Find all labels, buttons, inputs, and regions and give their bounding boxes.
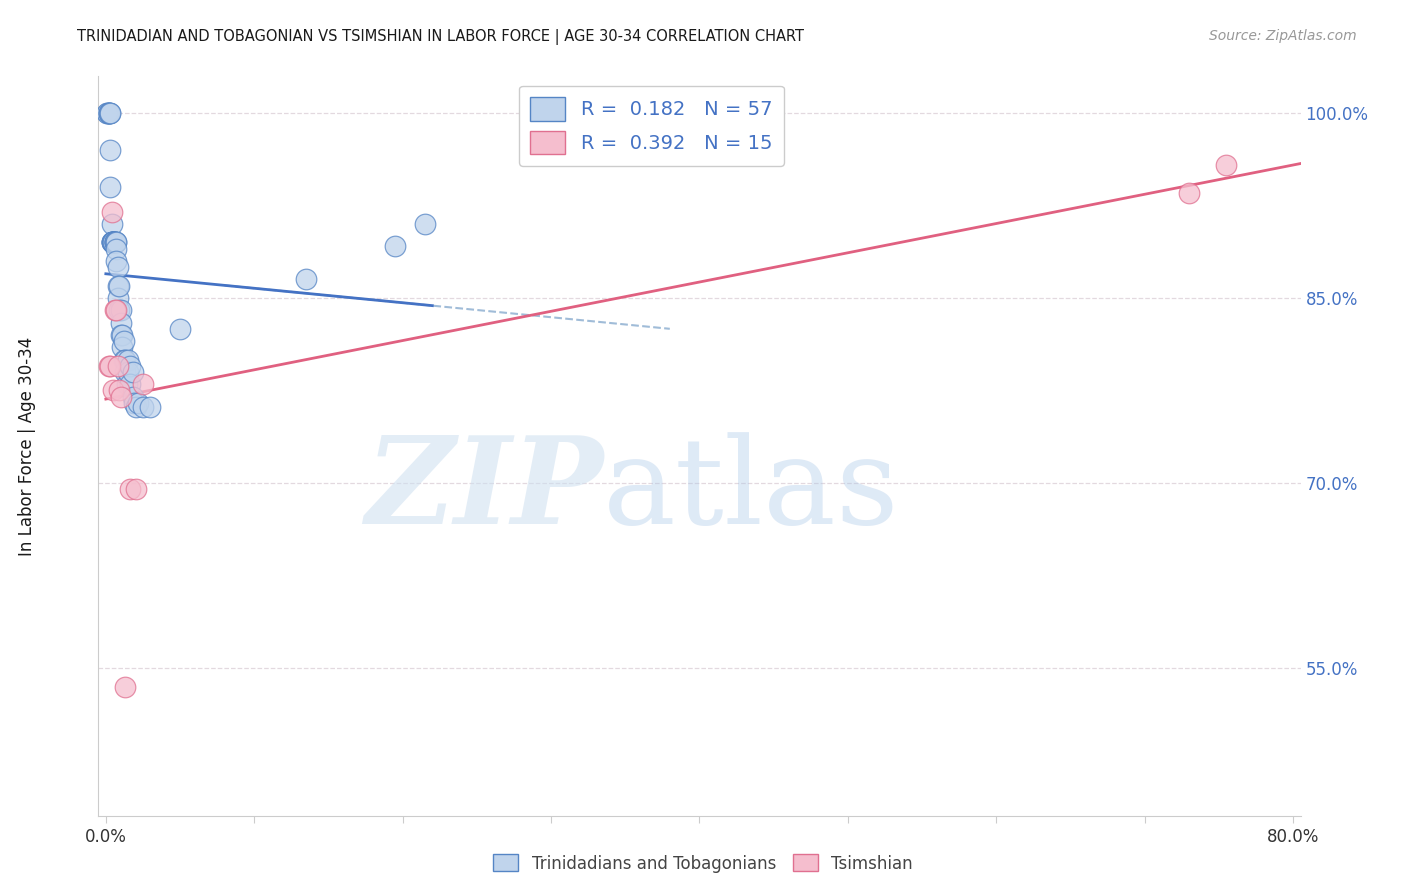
Point — [105, 235, 128, 250]
Point — [96, 105, 118, 120]
Point — [139, 400, 162, 414]
Point — [111, 328, 134, 343]
Point — [112, 334, 135, 348]
Point — [101, 217, 124, 231]
Point — [103, 235, 125, 250]
Point — [108, 303, 131, 318]
Point — [384, 239, 406, 253]
Point — [114, 352, 136, 367]
Point — [101, 235, 124, 250]
Text: ZIP: ZIP — [366, 431, 603, 549]
Point — [97, 105, 120, 120]
Point — [105, 235, 128, 250]
Point — [128, 396, 150, 410]
Point — [107, 260, 129, 274]
Point — [117, 365, 139, 379]
Point — [118, 482, 141, 496]
Point — [101, 235, 124, 250]
Legend: Trinidadians and Tobagonians, Tsimshian: Trinidadians and Tobagonians, Tsimshian — [486, 847, 920, 880]
Y-axis label: In Labor Force | Age 30-34: In Labor Force | Age 30-34 — [18, 336, 37, 556]
Point — [98, 105, 121, 120]
Point — [103, 235, 125, 250]
Point — [110, 303, 132, 318]
Point — [169, 322, 191, 336]
Point — [295, 272, 318, 286]
Point — [124, 400, 146, 414]
Point — [108, 278, 131, 293]
Point — [104, 235, 127, 250]
Point — [117, 352, 139, 367]
Point — [96, 105, 118, 120]
Point — [98, 143, 121, 157]
Point — [97, 105, 120, 120]
Point — [110, 328, 132, 343]
Point — [105, 253, 128, 268]
Point — [121, 390, 143, 404]
Text: atlas: atlas — [603, 432, 900, 549]
Point — [115, 377, 138, 392]
Legend: R =  0.182   N = 57, R =  0.392   N = 15: R = 0.182 N = 57, R = 0.392 N = 15 — [519, 86, 785, 166]
Point — [118, 377, 141, 392]
Point — [103, 235, 125, 250]
Point — [101, 204, 124, 219]
Point — [104, 235, 127, 250]
Point — [105, 242, 128, 256]
Point — [1215, 158, 1237, 172]
Point — [122, 396, 145, 410]
Point — [112, 352, 135, 367]
Point — [104, 235, 127, 250]
Point — [98, 180, 121, 194]
Point — [103, 235, 125, 250]
Point — [111, 340, 134, 354]
Point — [110, 316, 132, 330]
Point — [98, 359, 121, 373]
Point — [97, 105, 120, 120]
Text: Source: ZipAtlas.com: Source: ZipAtlas.com — [1209, 29, 1357, 43]
Point — [98, 105, 121, 120]
Point — [104, 303, 127, 318]
Point — [132, 400, 155, 414]
Point — [101, 235, 124, 250]
Point — [107, 359, 129, 373]
Point — [132, 377, 155, 392]
Point — [110, 390, 132, 404]
Point — [105, 303, 128, 318]
Point — [124, 482, 146, 496]
Point — [107, 291, 129, 305]
Text: TRINIDADIAN AND TOBAGONIAN VS TSIMSHIAN IN LABOR FORCE | AGE 30-34 CORRELATION C: TRINIDADIAN AND TOBAGONIAN VS TSIMSHIAN … — [77, 29, 804, 45]
Point — [121, 365, 143, 379]
Point — [118, 359, 141, 373]
Point — [108, 384, 131, 398]
Point — [101, 235, 124, 250]
Point — [103, 384, 125, 398]
Point — [107, 278, 129, 293]
Point — [114, 680, 136, 694]
Point — [104, 235, 127, 250]
Point — [97, 359, 120, 373]
Point — [103, 235, 125, 250]
Point — [114, 365, 136, 379]
Point — [413, 217, 436, 231]
Point — [1178, 186, 1201, 200]
